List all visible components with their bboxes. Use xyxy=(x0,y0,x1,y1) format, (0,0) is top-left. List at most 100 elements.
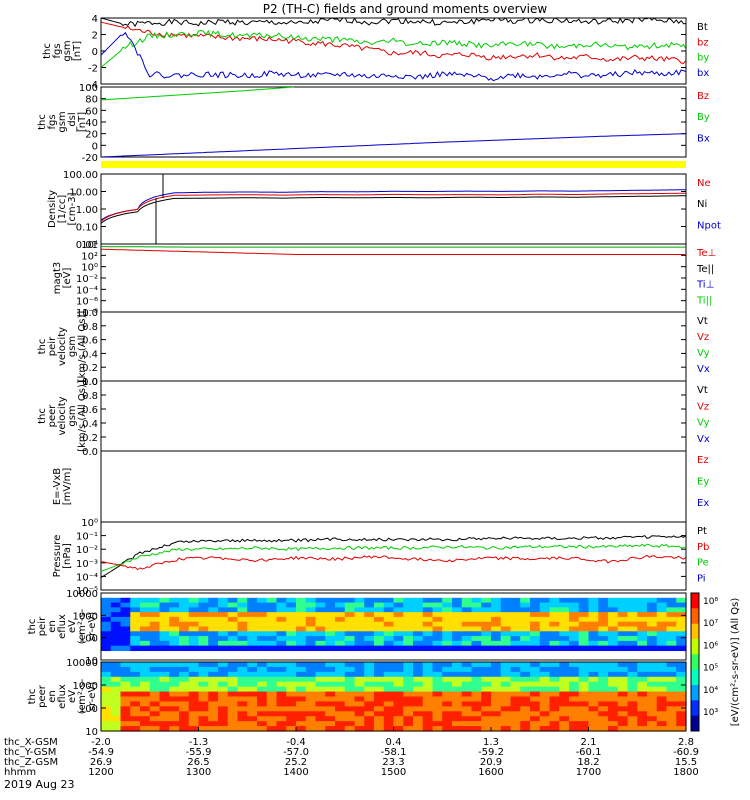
spectrogram-cell xyxy=(266,676,278,683)
spectrogram-cell xyxy=(315,640,326,647)
spectrogram-cell xyxy=(637,696,648,703)
spectrogram-cell xyxy=(647,671,658,678)
spectrogram-cell xyxy=(276,616,287,623)
spectrogram-cell xyxy=(383,696,395,703)
spectrogram-cell xyxy=(227,696,239,703)
spectrogram-cell xyxy=(140,696,151,703)
spectrogram-cell xyxy=(276,696,287,703)
spectrogram-cell xyxy=(647,621,658,628)
spectrogram-cell xyxy=(266,612,278,618)
spectrogram-cell xyxy=(257,676,268,683)
spectrogram-cell xyxy=(403,631,414,637)
panel-pressure: 10⁰10⁻¹10⁻²10⁻³10⁻⁴10⁻⁵Pressure[nPa]PtPb… xyxy=(52,518,709,597)
spectrogram-cell xyxy=(266,691,278,698)
spectrogram-cell xyxy=(413,631,424,637)
spectrogram-cell xyxy=(364,662,375,668)
colorbar-tick-label: 10⁵ xyxy=(703,664,718,674)
spectrogram-cell xyxy=(588,640,599,647)
spectrogram-cell xyxy=(452,681,463,688)
spectrogram-cell xyxy=(647,631,658,637)
legend-entry: Vx xyxy=(697,364,710,375)
spectrogram-cell xyxy=(374,681,385,688)
spectrogram-cell xyxy=(305,602,317,608)
spectrogram-cell xyxy=(218,626,229,632)
spectrogram-cell xyxy=(208,716,219,722)
spectrogram-cell xyxy=(276,711,287,717)
spectrogram-cell xyxy=(510,621,521,628)
spectrogram-cell xyxy=(422,681,434,688)
spectrogram-cell xyxy=(500,645,512,652)
colorbar-segment xyxy=(691,685,699,701)
spectrogram-cell xyxy=(101,711,112,717)
spectrogram-cell xyxy=(471,621,482,628)
spectrogram-cell xyxy=(500,726,512,732)
spectrogram-cell xyxy=(198,716,209,722)
spectrogram-cell xyxy=(598,681,609,688)
spectrogram-cell xyxy=(286,662,297,668)
spectrogram-cell xyxy=(179,626,190,632)
series-line-Bt xyxy=(101,18,686,28)
spectrogram-cell xyxy=(666,616,677,623)
spectrogram-cell xyxy=(559,616,570,623)
spectrogram-cell xyxy=(491,602,502,608)
spectrogram-cell xyxy=(666,636,677,642)
y-axis-label-line: (cm²-s- xyxy=(77,608,88,644)
spectrogram-cell xyxy=(325,701,336,707)
spectrogram-cell xyxy=(539,645,551,652)
spectrogram-cell xyxy=(481,645,492,652)
spectrogram-cell xyxy=(218,602,229,608)
legend-entry: Bx xyxy=(697,133,710,144)
spectrogram-cell xyxy=(676,706,687,712)
x-axis-value: 15.5 xyxy=(675,757,697,768)
spectrogram-cell xyxy=(452,645,463,652)
spectrogram-cell xyxy=(559,721,570,727)
spectrogram-cell xyxy=(422,626,434,632)
spectrogram-cell xyxy=(481,676,492,683)
spectrogram-cell xyxy=(520,597,531,604)
spectrogram-cell xyxy=(101,676,112,683)
spectrogram-cell xyxy=(452,631,463,637)
spectrogram-cell xyxy=(656,716,668,722)
spectrogram-cell xyxy=(530,706,541,712)
y-axis-label-line: eflux xyxy=(57,684,68,709)
spectrogram-cell xyxy=(627,706,638,712)
spectrogram-cell xyxy=(237,701,248,707)
spectrogram-cell xyxy=(159,662,170,668)
spectrogram-cell xyxy=(335,645,346,652)
spectrogram-cell xyxy=(218,612,229,618)
spectrogram-cell xyxy=(130,711,141,717)
spectrogram-cell xyxy=(218,597,229,604)
panel-frame xyxy=(100,592,687,661)
y-axis-label-line: velocity xyxy=(57,327,68,366)
spectrogram-cell xyxy=(452,612,463,618)
spectrogram-cell xyxy=(188,701,200,707)
spectrogram-cell xyxy=(442,716,453,722)
spectrogram-cell xyxy=(130,691,141,698)
spectrogram-cell xyxy=(266,626,278,632)
spectrogram-cell xyxy=(588,636,599,642)
spectrogram-cell xyxy=(237,671,248,678)
spectrogram-cell xyxy=(296,631,307,637)
spectrogram-cell xyxy=(617,716,629,722)
spectrogram-cell xyxy=(188,676,200,683)
y-tick-label: 10⁴ xyxy=(81,240,98,251)
spectrogram-cell xyxy=(276,645,287,652)
spectrogram-cell xyxy=(393,612,404,618)
spectrogram-cell xyxy=(383,631,395,637)
spectrogram-cell xyxy=(598,607,609,613)
spectrogram-cell xyxy=(608,721,619,727)
colorbar-tick-label: 10⁸ xyxy=(703,597,718,607)
spectrogram-cell xyxy=(383,676,395,683)
y-axis-label: thcpeirvelocitygsm[km/s (All Qs)] xyxy=(37,311,88,383)
spectrogram-cell xyxy=(257,640,268,647)
spectrogram-cell xyxy=(364,626,375,632)
spectrogram-cell xyxy=(374,706,385,712)
spectrogram-cell xyxy=(461,721,473,727)
spectrogram-cell xyxy=(403,616,414,623)
spectrogram-cell xyxy=(656,681,668,688)
spectrogram-cell xyxy=(374,602,385,608)
panel-peir-velocity: 1.00.80.60.40.20.0thcpeirvelocitygsm[km/… xyxy=(37,308,710,388)
spectrogram-cell xyxy=(374,701,385,707)
spectrogram-cell xyxy=(364,597,375,604)
